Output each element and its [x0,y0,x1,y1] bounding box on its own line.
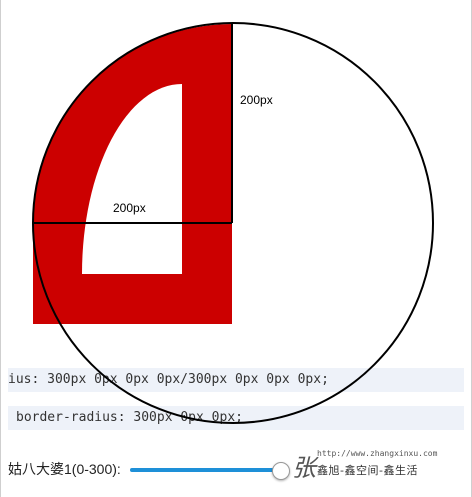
vertical-dimension-label: 200px [240,93,273,107]
css-code-line-1: ius: 300px 0px 0px 0px/300px 0px 0px 0px… [8,368,464,392]
range-slider-track[interactable] [130,468,280,472]
slider-label: 姑八大婆1(0-300): [8,461,121,477]
css-code-line-2: border-radius: 300px 0px 0px; [8,406,464,430]
range-slider-thumb[interactable] [272,462,290,480]
horizontal-dimension-label: 200px [113,201,146,215]
watermark-brand: 鑫旭-鑫空间-鑫生活 [317,464,418,477]
watermark-url: http://www.zhangxinxu.com [317,449,438,458]
watermark-glyph: 张 [292,454,316,482]
